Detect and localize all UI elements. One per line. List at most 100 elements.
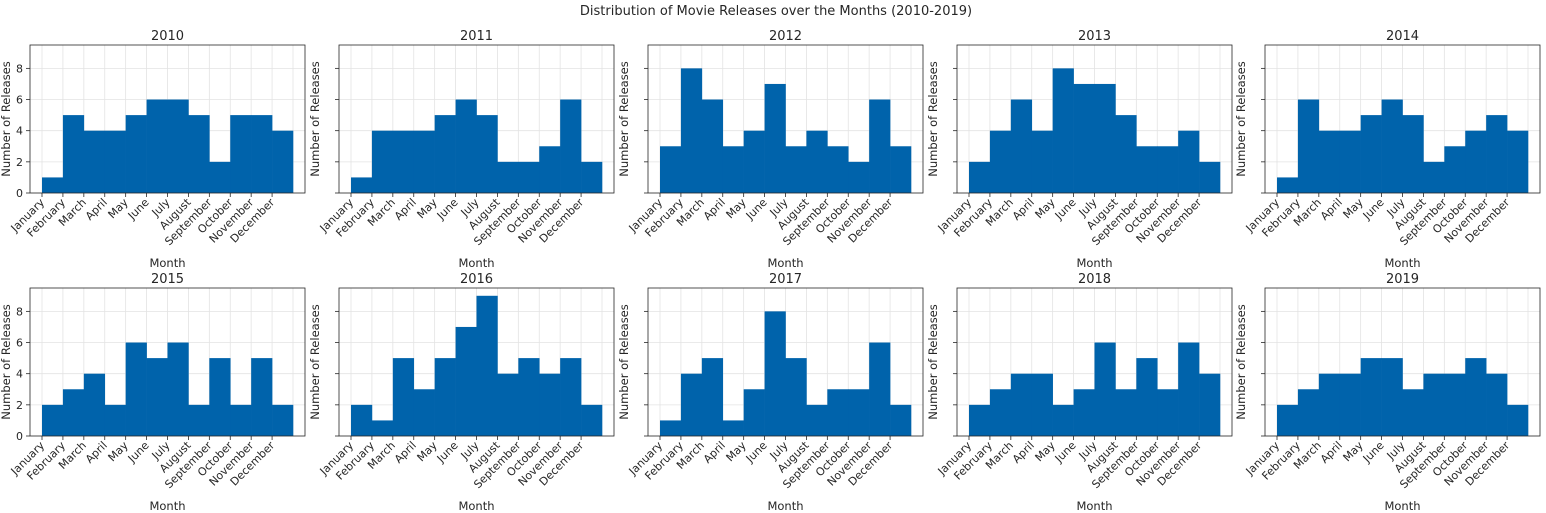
bar-january <box>660 420 682 436</box>
x-axis-label: Month <box>767 256 803 270</box>
bar-march <box>1318 373 1341 436</box>
bar-february <box>371 130 394 193</box>
bar-february <box>62 389 85 436</box>
bar-august <box>1115 115 1137 193</box>
bar-september <box>1444 146 1466 193</box>
bar-november <box>1486 373 1508 436</box>
x-axis-label: Month <box>767 499 803 513</box>
bar-february <box>989 130 1012 193</box>
bar-november <box>560 358 582 436</box>
bar-december <box>1199 161 1221 193</box>
subplot-title: 2014 <box>1386 29 1419 44</box>
x-axis-label: Month <box>149 256 185 270</box>
bar-july <box>1094 342 1116 436</box>
y-axis-label: Number of Releases <box>308 61 322 177</box>
bar-may <box>434 358 456 436</box>
bar-september <box>1136 146 1158 193</box>
y-tick-label: 4 <box>16 368 23 381</box>
y-tick-label: 8 <box>16 305 23 318</box>
bar-august <box>188 115 210 193</box>
bar-june <box>455 326 477 436</box>
bar-september <box>827 389 849 436</box>
bar-may <box>743 389 765 436</box>
bar-october <box>230 115 252 193</box>
y-tick-label: 2 <box>16 399 23 412</box>
y-tick-label: 0 <box>16 187 23 200</box>
bar-august <box>806 130 828 193</box>
x-axis-label: Month <box>149 499 185 513</box>
bar-may <box>743 130 765 193</box>
bar-april <box>1031 373 1053 436</box>
bar-april <box>1339 373 1361 436</box>
bar-january <box>1277 177 1299 193</box>
bar-february <box>1297 99 1320 193</box>
bar-december <box>581 404 603 436</box>
bar-may <box>1360 358 1382 436</box>
x-axis-label: Month <box>1076 256 1112 270</box>
y-tick-label: 0 <box>16 430 23 443</box>
bar-february <box>1297 389 1320 436</box>
y-axis-label: Number of Releases <box>926 61 940 177</box>
bar-may <box>125 115 147 193</box>
bar-december <box>1507 404 1529 436</box>
bar-july <box>785 146 807 193</box>
bar-december <box>272 130 294 193</box>
bar-march <box>1010 99 1033 193</box>
bar-november <box>1486 115 1508 193</box>
subplot-2014: JanuaryFebruaryMarchAprilMayJuneJulyAugu… <box>1234 29 1541 270</box>
bar-september <box>1136 358 1158 436</box>
bar-august <box>806 404 828 436</box>
bar-march <box>392 130 415 193</box>
bar-december <box>272 404 294 436</box>
bar-june <box>1073 389 1095 436</box>
bar-november <box>560 99 582 193</box>
bar-july <box>167 342 189 436</box>
bar-august <box>497 161 519 193</box>
bar-june <box>1381 99 1403 193</box>
bar-april <box>722 146 744 193</box>
bar-november <box>869 342 891 436</box>
bar-june <box>146 358 168 436</box>
subplot-title: 2012 <box>769 29 802 44</box>
bar-june <box>764 83 786 193</box>
bar-september <box>518 161 540 193</box>
subplot-title: 2019 <box>1386 272 1419 287</box>
bar-september <box>209 161 231 193</box>
bar-november <box>251 115 273 193</box>
bar-october <box>848 389 870 436</box>
bar-march <box>1010 373 1033 436</box>
bar-february <box>680 68 703 193</box>
y-axis-label: Number of Releases <box>617 304 631 420</box>
bar-july <box>785 358 807 436</box>
bar-march <box>1318 130 1341 193</box>
bar-may <box>434 115 456 193</box>
bar-march <box>83 373 106 436</box>
bar-september <box>518 358 540 436</box>
x-axis-label: Month <box>458 499 494 513</box>
bar-november <box>1178 130 1200 193</box>
bar-january <box>351 177 373 193</box>
bar-september <box>209 358 231 436</box>
y-tick-label: 6 <box>16 337 23 350</box>
bar-april <box>413 389 435 436</box>
subplot-2017: JanuaryFebruaryMarchAprilMayJuneJulyAugu… <box>617 272 924 513</box>
bar-january <box>969 404 991 436</box>
bar-april <box>1339 130 1361 193</box>
bar-june <box>146 99 168 193</box>
y-axis-label: Number of Releases <box>0 304 13 420</box>
bar-june <box>1073 83 1095 193</box>
bar-november <box>1178 342 1200 436</box>
y-axis-label: Number of Releases <box>617 61 631 177</box>
bar-april <box>104 404 126 436</box>
bar-april <box>722 420 744 436</box>
subplot-title: 2017 <box>769 272 802 287</box>
x-axis-label: Month <box>1384 499 1420 513</box>
figure-title: Distribution of Movie Releases over the … <box>580 4 972 19</box>
bar-april <box>413 130 435 193</box>
y-tick-label: 4 <box>16 125 23 138</box>
bar-may <box>125 342 147 436</box>
bar-november <box>869 99 891 193</box>
x-axis-label: Month <box>458 256 494 270</box>
bar-january <box>1277 404 1299 436</box>
